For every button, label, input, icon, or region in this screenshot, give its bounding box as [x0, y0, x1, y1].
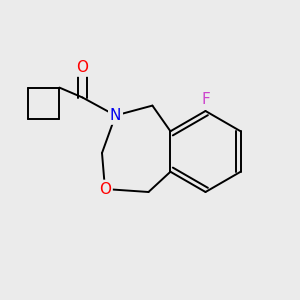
Text: O: O	[76, 60, 88, 75]
Text: O: O	[99, 182, 111, 196]
Text: F: F	[201, 92, 210, 106]
Text: N: N	[110, 108, 121, 123]
